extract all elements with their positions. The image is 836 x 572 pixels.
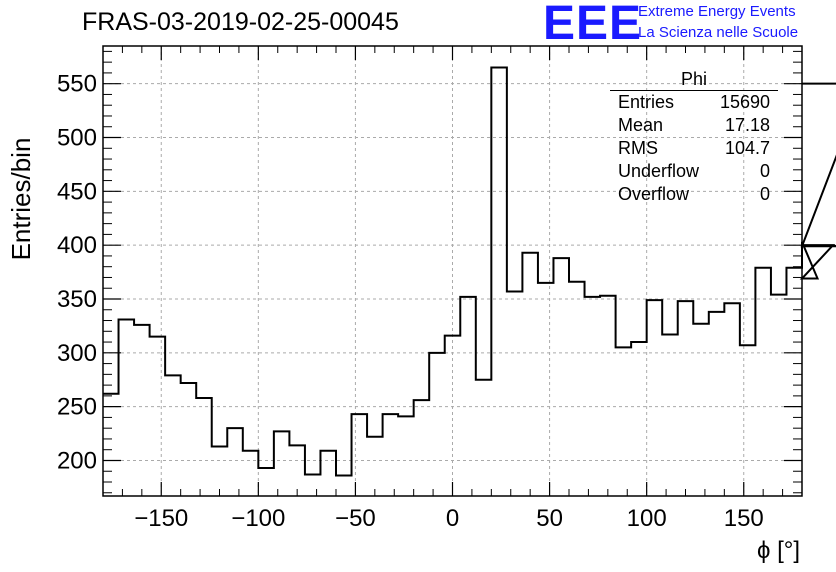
x-axis-label: ϕ [°] xyxy=(757,537,800,564)
y-tick-label: 550 xyxy=(57,71,97,98)
y-tick-label: 350 xyxy=(57,286,97,313)
histogram-line xyxy=(103,66,836,477)
stats-row-underflow: Underflow 0 xyxy=(608,160,778,183)
stats-row-rms: RMS 104.7 xyxy=(608,137,778,160)
plot-title: FRAS-03-2019-02-25-00045 xyxy=(82,8,399,36)
x-tick-label: −50 xyxy=(335,505,376,532)
stats-value: 0 xyxy=(759,161,770,181)
x-tick-label: −150 xyxy=(134,505,188,532)
stats-value: 0 xyxy=(759,184,770,204)
x-tick-label: 0 xyxy=(446,505,459,532)
y-axis-label: Entries/bin xyxy=(6,138,36,261)
y-tick-label: 500 xyxy=(57,125,97,152)
stats-value: 17.18 xyxy=(724,115,770,135)
stats-row-entries: Entries 15690 xyxy=(608,91,778,114)
x-tick-label: 50 xyxy=(536,505,563,532)
stats-label: RMS xyxy=(618,138,658,158)
y-tick-label: 200 xyxy=(57,447,97,474)
logo-line-2: La Scienza nelle Scuole xyxy=(638,24,799,41)
x-tick-label: −100 xyxy=(231,505,285,532)
stats-row-overflow: Overflow 0 xyxy=(608,183,778,206)
y-tick-label: 250 xyxy=(57,394,97,421)
stats-label: Overflow xyxy=(618,184,690,204)
stats-box: Phi Entries 15690 Mean 17.18 RMS 104.7 U… xyxy=(608,68,778,206)
x-tick-label: 150 xyxy=(724,505,764,532)
y-tick-label: 300 xyxy=(57,340,97,367)
logo-line-1: Extreme Energy Events xyxy=(638,3,796,20)
stats-label: Underflow xyxy=(618,161,700,181)
stats-label: Mean xyxy=(618,115,664,135)
eee-logo: EEE xyxy=(543,0,643,50)
stats-value: 15690 xyxy=(719,92,770,112)
y-tick-label: 400 xyxy=(57,232,97,259)
stats-title: Phi xyxy=(610,68,778,91)
stats-row-mean: Mean 17.18 xyxy=(608,114,778,137)
x-tick-label: 100 xyxy=(627,505,667,532)
stats-value: 104.7 xyxy=(724,138,770,158)
y-tick-label: 450 xyxy=(57,178,97,205)
stats-label: Entries xyxy=(618,92,675,112)
